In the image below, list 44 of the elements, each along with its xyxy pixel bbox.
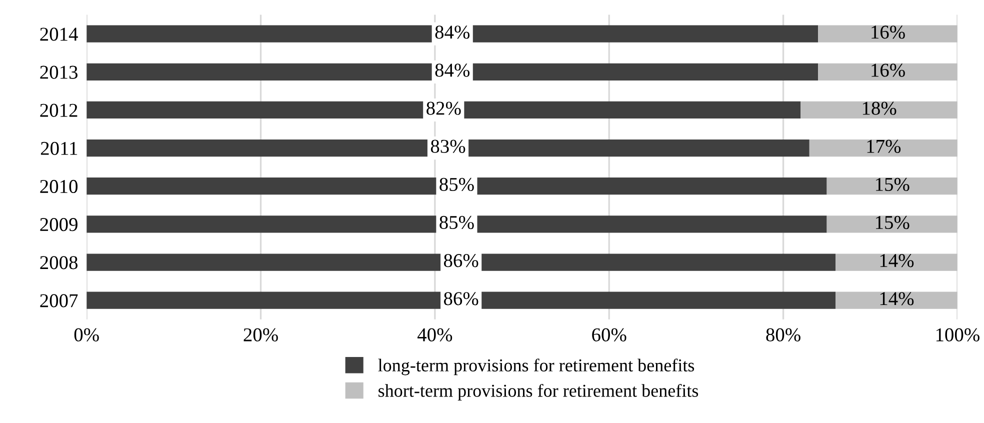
y-tick-label: 2010	[40, 180, 78, 194]
data-label: 86%	[444, 292, 478, 306]
data-label: 14%	[880, 292, 914, 306]
y-tick-label: 2007	[40, 294, 78, 308]
bar	[836, 254, 958, 271]
bar	[86, 216, 827, 233]
bar	[818, 25, 958, 42]
data-label: 86%	[444, 254, 478, 268]
data-label: 16%	[872, 26, 905, 39]
data-label: 85%	[440, 216, 474, 230]
data-label: 82%	[426, 102, 461, 115]
bar	[818, 63, 958, 80]
data-label: 15%	[876, 178, 910, 192]
x-tick-label: 0%	[74, 328, 99, 342]
data-label: 16%	[872, 64, 905, 77]
data-label: 18%	[862, 102, 896, 115]
bar	[809, 139, 958, 157]
data-label: 85%	[440, 178, 474, 192]
x-tick-label: 40%	[417, 328, 452, 342]
y-tick-label: 2014	[40, 28, 78, 41]
bar	[86, 292, 836, 309]
data-label: 17%	[867, 140, 901, 153]
data-label: 15%	[876, 216, 910, 230]
data-label: 84%	[435, 26, 470, 39]
y-tick-label: 2009	[40, 218, 78, 232]
x-tick-label: 20%	[244, 328, 278, 342]
data-label: 84%	[435, 64, 470, 77]
bar	[800, 101, 958, 119]
data-label: 14%	[880, 254, 914, 268]
y-tick-label: 2008	[40, 256, 78, 270]
data-label: 83%	[430, 140, 466, 153]
legend-label: long-term provisions for retirement benefits	[378, 358, 694, 376]
x-tick-label: 80%	[766, 328, 800, 342]
bar	[836, 292, 958, 309]
bar	[86, 178, 827, 195]
x-tick-label: 100%	[936, 328, 980, 342]
bar	[826, 178, 958, 195]
legend-label: short-term provisions for retirement benefits	[378, 384, 698, 401]
y-tick-label: 2011	[40, 142, 78, 155]
x-tick-label: 60%	[592, 328, 626, 342]
y-tick-label: 2012	[40, 104, 78, 117]
bar	[86, 254, 836, 271]
y-tick-label: 2013	[40, 66, 78, 79]
bar	[826, 216, 958, 233]
